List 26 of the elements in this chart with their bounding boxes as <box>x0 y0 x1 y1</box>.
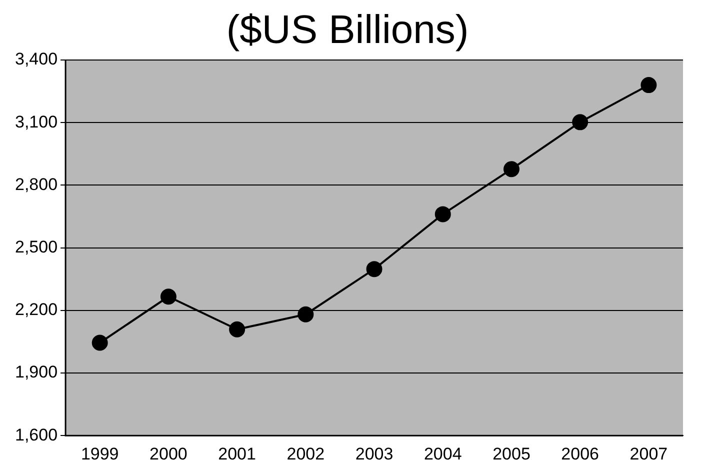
x-tick-label: 2004 <box>424 444 462 464</box>
chart-title: ($US Billions) <box>226 8 469 52</box>
y-tick-label: 3,100 <box>14 112 58 132</box>
y-tick-label: 1,600 <box>14 425 58 444</box>
y-tick-label: 2,500 <box>14 237 58 256</box>
y-tick-label: 2,800 <box>14 174 58 194</box>
point <box>572 114 588 130</box>
point <box>229 321 246 338</box>
y-tick-label: 2,200 <box>14 300 58 320</box>
x-tick-label: 2006 <box>561 444 600 464</box>
point <box>92 334 108 351</box>
point <box>366 261 382 278</box>
point <box>503 161 520 178</box>
y-tick-label: 1,900 <box>14 362 58 382</box>
point <box>434 206 451 222</box>
x-tick-label: 2007 <box>630 444 668 464</box>
x-tick-label: 2005 <box>492 444 530 464</box>
x-tick-label: 2003 <box>355 444 394 464</box>
x-tick-label: 1999 <box>80 444 119 464</box>
x-tick-label: 2000 <box>150 444 188 464</box>
y-tick-label: 3,400 <box>14 50 58 69</box>
x-tick-label: 2002 <box>286 444 325 464</box>
point <box>640 77 657 94</box>
x-tick-label: 2001 <box>218 444 256 464</box>
point <box>298 306 314 322</box>
point <box>160 288 176 305</box>
